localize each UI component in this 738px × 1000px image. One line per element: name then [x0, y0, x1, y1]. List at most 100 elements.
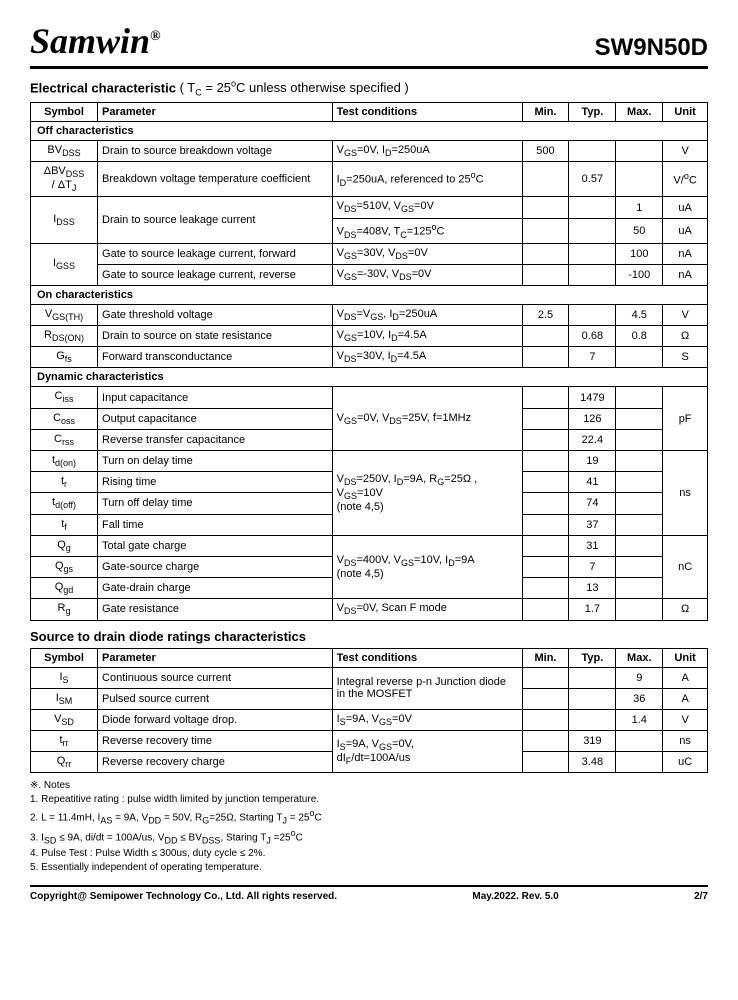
max-cell [616, 162, 663, 197]
max-cell: -100 [616, 264, 663, 285]
cond-cell: ID=250uA, referenced to 25oC [332, 162, 522, 197]
unit-cell: V [663, 709, 708, 730]
typ-cell [569, 197, 616, 218]
cond-cell: VDS=510V, VGS=0V [332, 197, 522, 218]
section-title-diode: Source to drain diode ratings characteri… [30, 629, 708, 644]
brand-logo: Samwin® [30, 20, 161, 62]
min-cell [522, 535, 569, 556]
typ-cell: 7 [569, 556, 616, 577]
min-cell [522, 326, 569, 347]
page-container: Samwin® SW9N50D Electrical characteristi… [0, 0, 738, 922]
cond-cell: Integral reverse p-n Junction diode in t… [332, 667, 522, 709]
param-cell: Reverse transfer capacitance [98, 429, 333, 450]
max-cell [616, 408, 663, 429]
col-typ: Typ. [569, 648, 616, 667]
table-row: IS Continuous source current Integral re… [31, 667, 708, 688]
col-unit: Unit [663, 648, 708, 667]
min-cell [522, 752, 569, 773]
notes-section: ※. Notes 1. Repeatitive rating : pulse w… [30, 779, 708, 875]
typ-cell: 319 [569, 731, 616, 752]
max-cell: 9 [616, 667, 663, 688]
unit-cell: S [663, 347, 708, 368]
symbol-cell: td(off) [31, 493, 98, 514]
min-cell [522, 347, 569, 368]
revision-text: May.2022. Rev. 5.0 [472, 891, 558, 902]
min-cell [522, 387, 569, 408]
typ-cell: 126 [569, 408, 616, 429]
param-cell: Fall time [98, 514, 333, 535]
min-cell [522, 451, 569, 472]
typ-cell [569, 709, 616, 730]
col-max: Max. [616, 102, 663, 121]
min-cell [522, 408, 569, 429]
col-conditions: Test conditions [332, 102, 522, 121]
max-cell: 1 [616, 197, 663, 218]
col-conditions: Test conditions [332, 648, 522, 667]
param-cell: Drain to source breakdown voltage [98, 140, 333, 161]
max-cell [616, 599, 663, 620]
param-cell: Gate to source leakage current, forward [98, 243, 333, 264]
cond-cell: IS=9A, VGS=0V [332, 709, 522, 730]
table-row: Ciss Input capacitance VGS=0V, VDS=25V, … [31, 387, 708, 408]
typ-cell [569, 688, 616, 709]
min-cell [522, 667, 569, 688]
col-typ: Typ. [569, 102, 616, 121]
col-parameter: Parameter [98, 648, 333, 667]
symbol-cell: Qg [31, 535, 98, 556]
typ-cell: 41 [569, 472, 616, 493]
max-cell: 36 [616, 688, 663, 709]
cond-cell: VGS=30V, VDS=0V [332, 243, 522, 264]
min-cell [522, 688, 569, 709]
typ-cell [569, 667, 616, 688]
registered-mark: ® [150, 29, 160, 44]
unit-cell: uA [663, 218, 708, 243]
typ-cell: 13 [569, 578, 616, 599]
param-cell: Gate resistance [98, 599, 333, 620]
param-cell: Reverse recovery time [98, 731, 333, 752]
note-3: 3. ISD ≤ 9A, di/dt = 100A/us, VDD ≤ BVDS… [30, 827, 708, 847]
typ-cell: 19 [569, 451, 616, 472]
max-cell [616, 140, 663, 161]
unit-cell: uC [663, 752, 708, 773]
param-cell: Gate-source charge [98, 556, 333, 577]
subheader-off: Off characteristics [31, 121, 708, 140]
symbol-cell: Crss [31, 429, 98, 450]
typ-cell: 31 [569, 535, 616, 556]
max-cell: 1.4 [616, 709, 663, 730]
unit-cell: V [663, 140, 708, 161]
max-cell [616, 535, 663, 556]
cond-cell: VDS=VGS, ID=250uA [332, 304, 522, 325]
col-symbol: Symbol [31, 648, 98, 667]
max-cell [616, 731, 663, 752]
table-header-row: Symbol Parameter Test conditions Min. Ty… [31, 102, 708, 121]
max-cell: 100 [616, 243, 663, 264]
cond-cell: VGS=0V, VDS=25V, f=1MHz [332, 387, 522, 451]
param-cell: Turn on delay time [98, 451, 333, 472]
typ-cell: 0.68 [569, 326, 616, 347]
param-cell: Input capacitance [98, 387, 333, 408]
col-parameter: Parameter [98, 102, 333, 121]
table-row: Gfs Forward transconductance VDS=30V, ID… [31, 347, 708, 368]
min-cell [522, 197, 569, 218]
cond-cell: IS=9A, VGS=0V,dIF/dt=100A/us [332, 731, 522, 773]
table-row: BVDSS Drain to source breakdown voltage … [31, 140, 708, 161]
symbol-cell: Ciss [31, 387, 98, 408]
col-unit: Unit [663, 102, 708, 121]
typ-cell: 22.4 [569, 429, 616, 450]
table-row: VGS(TH) Gate threshold voltage VDS=VGS, … [31, 304, 708, 325]
min-cell [522, 429, 569, 450]
param-cell: Breakdown voltage temperature coefficien… [98, 162, 333, 197]
min-cell [522, 264, 569, 285]
param-cell: Turn off delay time [98, 493, 333, 514]
symbol-cell: Gfs [31, 347, 98, 368]
min-cell [522, 472, 569, 493]
col-min: Min. [522, 102, 569, 121]
table-row: RDS(ON) Drain to source on state resista… [31, 326, 708, 347]
symbol-cell: VSD [31, 709, 98, 730]
cond-cell: VDS=400V, VGS=10V, ID=9A(note 4,5) [332, 535, 522, 599]
cond-cell: VDS=408V, TC=125oC [332, 218, 522, 243]
brand-name: Samwin [30, 21, 150, 61]
min-cell: 500 [522, 140, 569, 161]
notes-title: ※. Notes [30, 779, 708, 793]
unit-cell: ns [663, 451, 708, 536]
